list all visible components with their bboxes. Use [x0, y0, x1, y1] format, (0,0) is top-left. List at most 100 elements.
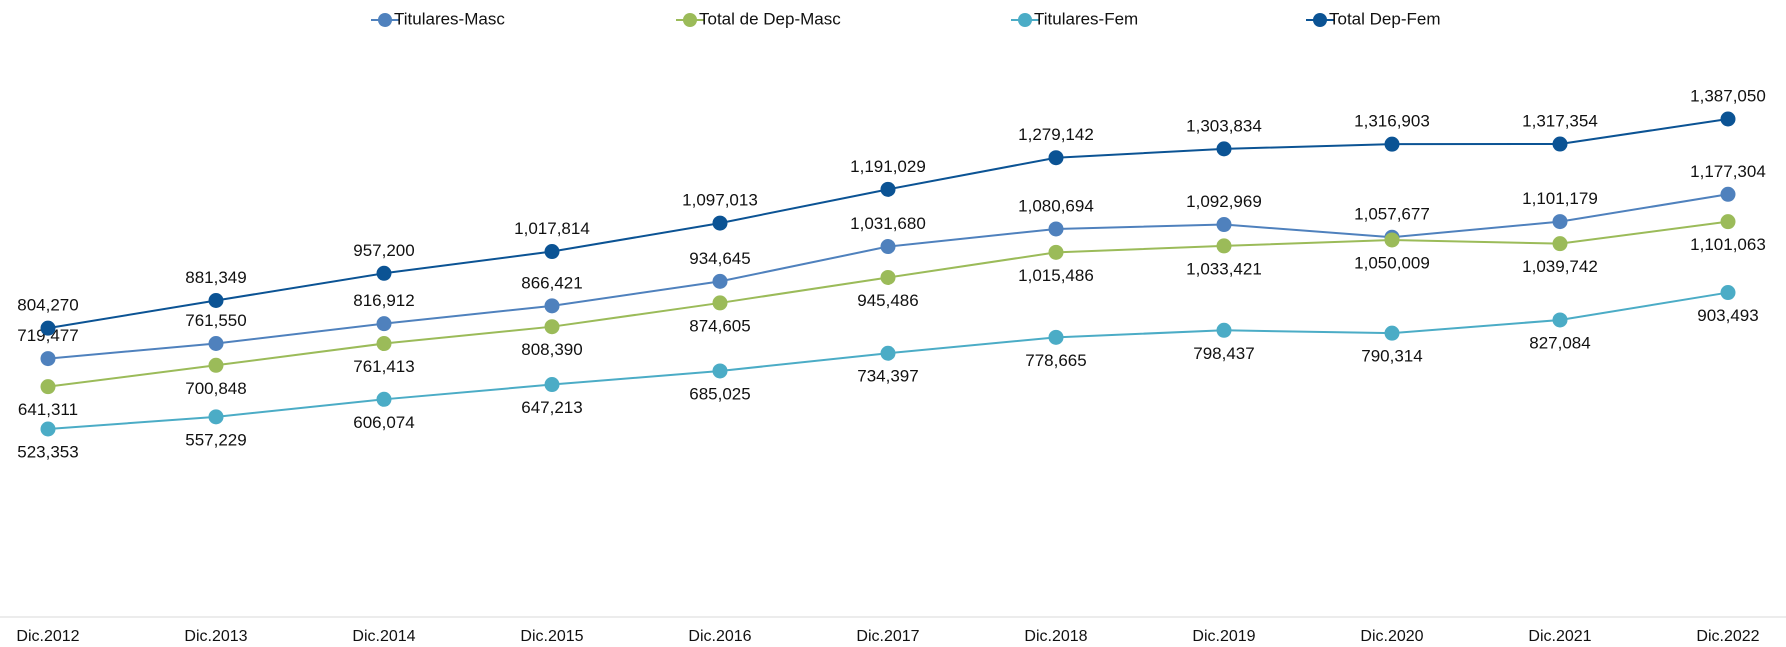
data-label: 874,605: [689, 316, 750, 335]
data-label: 816,912: [353, 291, 414, 310]
data-label: 957,200: [353, 241, 414, 260]
x-tick-label: Dic.2020: [1360, 628, 1423, 645]
x-tick-label: Dic.2018: [1024, 628, 1087, 645]
x-tick-label: Dic.2013: [184, 628, 247, 645]
data-point: [1552, 136, 1568, 152]
data-label: 734,397: [857, 367, 918, 386]
data-point: [376, 265, 392, 281]
data-point: [1720, 285, 1736, 301]
data-point: [40, 379, 56, 395]
data-label: 827,084: [1529, 333, 1590, 352]
data-label: 1,303,834: [1186, 116, 1262, 135]
data-label: 1,101,063: [1690, 235, 1766, 254]
data-point: [208, 409, 224, 425]
data-label: 1,387,050: [1690, 86, 1766, 105]
data-label: 641,311: [18, 400, 78, 419]
x-tick-label: Dic.2014: [352, 628, 415, 645]
legend-marker: [1018, 13, 1032, 27]
x-tick-label: Dic.2016: [688, 628, 751, 645]
data-point: [1384, 232, 1400, 248]
data-point: [1720, 214, 1736, 230]
data-label: 1,057,677: [1354, 205, 1430, 224]
data-label: 523,353: [17, 442, 78, 461]
x-tick-label: Dic.2012: [16, 628, 79, 645]
data-label: 557,229: [185, 430, 246, 449]
data-label: 685,025: [689, 384, 750, 403]
legend-marker: [378, 13, 392, 27]
data-point: [1552, 236, 1568, 252]
data-label: 1,017,814: [514, 219, 590, 238]
data-point: [376, 336, 392, 352]
x-tick-label: Dic.2019: [1192, 628, 1255, 645]
data-label: 1,015,486: [1018, 266, 1094, 285]
data-point: [880, 345, 896, 361]
data-label: 778,665: [1025, 351, 1086, 370]
data-label: 804,270: [17, 296, 78, 315]
data-label: 1,191,029: [850, 157, 926, 176]
legend-label: Titulares-Fem: [1034, 9, 1138, 28]
data-point: [1048, 244, 1064, 260]
data-point: [1216, 238, 1232, 254]
data-point: [1048, 150, 1064, 166]
x-tick-label: Dic.2022: [1696, 628, 1759, 645]
data-point: [544, 298, 560, 314]
data-label: 790,314: [1361, 347, 1422, 366]
data-point: [1552, 214, 1568, 230]
x-tick-label: Dic.2017: [856, 628, 919, 645]
data-point: [376, 391, 392, 407]
data-point: [40, 320, 56, 336]
legend-marker: [1313, 13, 1327, 27]
data-point: [1384, 325, 1400, 341]
data-point: [40, 351, 56, 367]
legend-label: Titulares-Masc: [394, 9, 505, 28]
data-label: 1,317,354: [1522, 111, 1598, 130]
data-point: [1048, 221, 1064, 237]
data-point: [1216, 322, 1232, 338]
data-label: 934,645: [689, 249, 750, 268]
data-point: [376, 316, 392, 332]
data-label: 1,050,009: [1354, 253, 1430, 272]
data-label: 1,080,694: [1018, 196, 1094, 215]
data-label: 798,437: [1193, 344, 1254, 363]
data-label: 1,033,421: [1186, 259, 1262, 278]
data-label: 1,031,680: [850, 214, 926, 233]
data-point: [712, 273, 728, 289]
data-label: 1,316,903: [1354, 112, 1430, 131]
data-point: [1048, 329, 1064, 345]
data-point: [40, 421, 56, 437]
data-point: [544, 377, 560, 393]
x-tick-label: Dic.2015: [520, 628, 583, 645]
data-point: [208, 357, 224, 373]
data-label: 700,848: [185, 379, 246, 398]
data-label: 761,550: [185, 311, 246, 330]
data-label: 808,390: [521, 340, 582, 359]
data-label: 881,349: [185, 268, 246, 287]
legend-marker: [683, 13, 697, 27]
data-label: 647,213: [521, 398, 582, 417]
data-point: [544, 244, 560, 260]
data-label: 1,092,969: [1186, 192, 1262, 211]
data-label: 1,039,742: [1522, 257, 1598, 276]
series-line: [47, 291, 1729, 430]
data-label: 761,413: [353, 357, 414, 376]
data-point: [1384, 136, 1400, 152]
data-point: [1552, 312, 1568, 328]
data-point: [880, 239, 896, 255]
data-label: 866,421: [521, 273, 582, 292]
data-label: 945,486: [857, 291, 918, 310]
data-point: [712, 215, 728, 231]
data-point: [1720, 111, 1736, 127]
data-label: 606,074: [353, 413, 414, 432]
legend-label: Total Dep-Fem: [1329, 9, 1440, 28]
data-point: [544, 319, 560, 335]
data-point: [1216, 141, 1232, 157]
data-label: 1,177,304: [1690, 162, 1766, 181]
data-label: 903,493: [1697, 306, 1758, 325]
data-point: [208, 293, 224, 309]
data-point: [1720, 186, 1736, 202]
legend-label: Total de Dep-Masc: [699, 9, 841, 28]
x-tick-label: Dic.2021: [1528, 628, 1591, 645]
data-point: [880, 181, 896, 197]
data-point: [880, 269, 896, 285]
